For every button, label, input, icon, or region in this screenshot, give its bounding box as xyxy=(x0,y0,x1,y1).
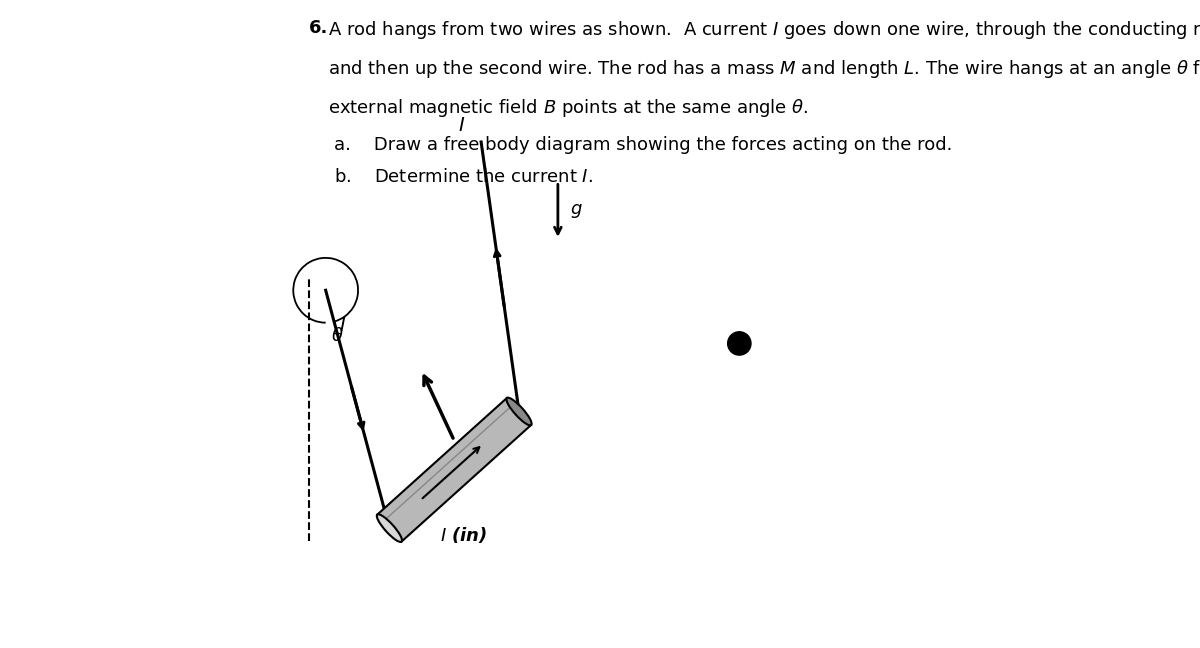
Text: $I$: $I$ xyxy=(458,117,466,135)
Text: $\theta$: $\theta$ xyxy=(331,327,343,345)
Text: $g$: $g$ xyxy=(570,202,582,220)
Text: external magnetic field $B$ points at the same angle $\theta$.: external magnetic field $B$ points at th… xyxy=(328,97,809,119)
Text: 6.: 6. xyxy=(308,19,328,38)
Text: a.    Draw a free body diagram showing the forces acting on the rod.: a. Draw a free body diagram showing the … xyxy=(335,136,953,154)
Polygon shape xyxy=(377,398,532,542)
Text: $I$: $I$ xyxy=(338,316,346,335)
Text: and then up the second wire. The rod has a mass $M$ and length $L$. The wire han: and then up the second wire. The rod has… xyxy=(328,58,1200,80)
Text: b.    Determine the current $I$.: b. Determine the current $I$. xyxy=(335,168,593,187)
Text: A rod hangs from two wires as shown.  A current $I$ goes down one wire, through : A rod hangs from two wires as shown. A c… xyxy=(328,19,1200,41)
Text: $B$: $B$ xyxy=(468,447,481,465)
Ellipse shape xyxy=(377,515,402,542)
Text: $I$ (in): $I$ (in) xyxy=(440,525,487,545)
Ellipse shape xyxy=(506,398,532,425)
Circle shape xyxy=(727,332,751,355)
